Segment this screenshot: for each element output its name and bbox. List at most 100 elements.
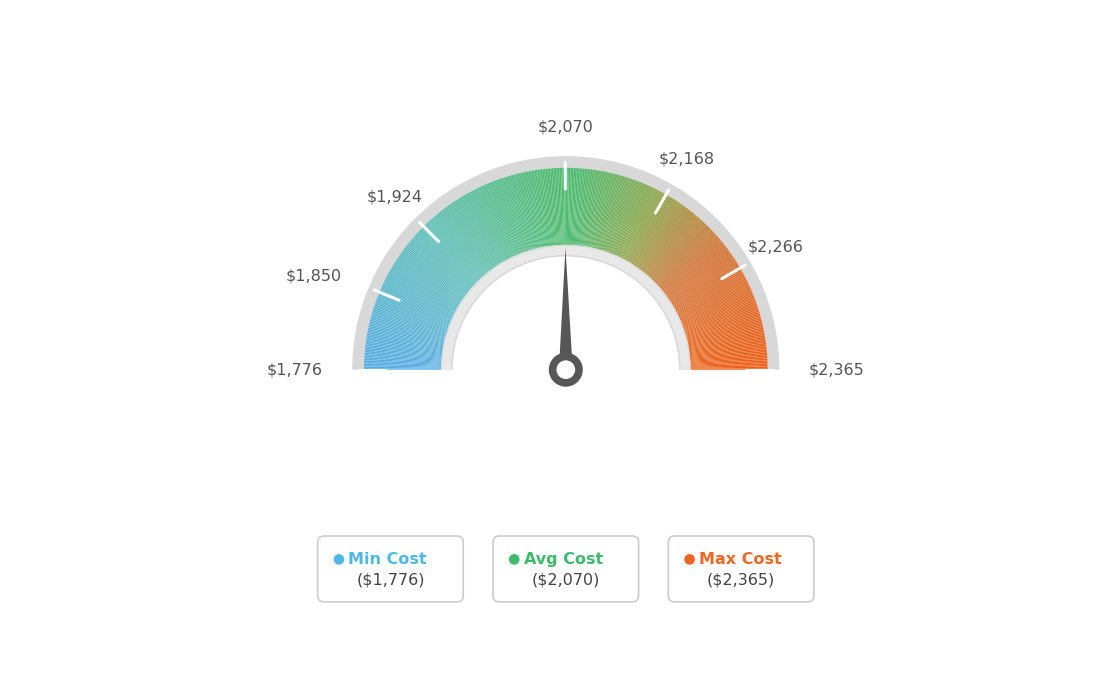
Wedge shape [690, 353, 767, 360]
Wedge shape [390, 270, 457, 308]
Wedge shape [473, 190, 509, 259]
Wedge shape [528, 171, 543, 247]
Wedge shape [382, 284, 453, 317]
Wedge shape [417, 232, 475, 285]
Wedge shape [371, 317, 445, 337]
Wedge shape [661, 240, 721, 290]
Wedge shape [470, 191, 508, 260]
Wedge shape [644, 212, 693, 273]
Wedge shape [656, 229, 712, 284]
Wedge shape [420, 229, 476, 284]
Wedge shape [627, 194, 666, 262]
Wedge shape [566, 168, 569, 245]
Wedge shape [370, 321, 445, 341]
Wedge shape [461, 196, 502, 263]
Wedge shape [490, 182, 520, 254]
Wedge shape [691, 365, 767, 368]
Wedge shape [509, 175, 532, 250]
Wedge shape [364, 357, 442, 363]
Wedge shape [413, 236, 473, 288]
Wedge shape [581, 169, 591, 246]
Wedge shape [603, 177, 627, 250]
Wedge shape [373, 307, 447, 332]
Wedge shape [465, 195, 503, 262]
Wedge shape [552, 168, 558, 245]
Wedge shape [541, 169, 551, 246]
Wedge shape [651, 223, 705, 279]
Wedge shape [688, 331, 764, 346]
Wedge shape [688, 326, 763, 344]
Wedge shape [675, 271, 743, 310]
Text: $2,168: $2,168 [658, 152, 714, 166]
Circle shape [684, 554, 694, 564]
Wedge shape [378, 294, 450, 324]
Wedge shape [604, 178, 629, 251]
Wedge shape [611, 181, 640, 254]
Wedge shape [511, 175, 533, 250]
Wedge shape [594, 173, 613, 248]
Wedge shape [686, 313, 761, 336]
Wedge shape [467, 193, 506, 261]
Wedge shape [619, 188, 655, 257]
Wedge shape [598, 175, 620, 250]
Wedge shape [365, 342, 443, 353]
Wedge shape [364, 368, 440, 370]
Wedge shape [665, 246, 726, 294]
Wedge shape [489, 183, 519, 255]
Wedge shape [666, 248, 729, 295]
Wedge shape [522, 172, 540, 248]
Wedge shape [640, 207, 687, 270]
Wedge shape [664, 245, 725, 293]
Wedge shape [624, 190, 660, 259]
Wedge shape [402, 251, 465, 297]
Text: $2,266: $2,266 [747, 240, 804, 255]
FancyBboxPatch shape [493, 536, 638, 602]
Wedge shape [505, 177, 529, 250]
Wedge shape [482, 185, 516, 256]
Wedge shape [650, 220, 703, 278]
Wedge shape [397, 257, 461, 301]
Wedge shape [454, 201, 497, 266]
Wedge shape [428, 220, 481, 278]
Wedge shape [578, 169, 588, 246]
Wedge shape [638, 206, 684, 268]
Wedge shape [406, 245, 468, 293]
Wedge shape [514, 174, 534, 249]
Wedge shape [638, 204, 683, 268]
Wedge shape [574, 168, 582, 245]
Wedge shape [460, 197, 501, 264]
Wedge shape [676, 275, 745, 312]
Wedge shape [370, 319, 445, 339]
Wedge shape [682, 295, 754, 325]
Wedge shape [584, 170, 597, 246]
Wedge shape [649, 219, 702, 277]
Wedge shape [628, 195, 667, 262]
Wedge shape [561, 168, 564, 245]
Wedge shape [684, 309, 758, 333]
Wedge shape [643, 210, 691, 272]
Wedge shape [471, 190, 508, 259]
Wedge shape [639, 206, 686, 269]
Wedge shape [373, 309, 447, 333]
Wedge shape [690, 348, 766, 357]
Wedge shape [440, 210, 489, 272]
Wedge shape [478, 187, 512, 257]
Wedge shape [574, 168, 580, 245]
Wedge shape [538, 170, 549, 246]
Wedge shape [550, 168, 558, 245]
Wedge shape [365, 344, 442, 355]
Wedge shape [447, 206, 493, 268]
Wedge shape [682, 298, 755, 326]
Wedge shape [597, 175, 619, 249]
Wedge shape [379, 293, 450, 323]
Wedge shape [412, 239, 471, 289]
Wedge shape [495, 180, 522, 253]
Wedge shape [374, 303, 448, 329]
Wedge shape [609, 180, 637, 253]
Wedge shape [399, 255, 463, 299]
Wedge shape [669, 256, 734, 300]
Wedge shape [442, 246, 690, 370]
Wedge shape [508, 176, 531, 250]
Wedge shape [599, 175, 623, 250]
Wedge shape [493, 181, 522, 253]
